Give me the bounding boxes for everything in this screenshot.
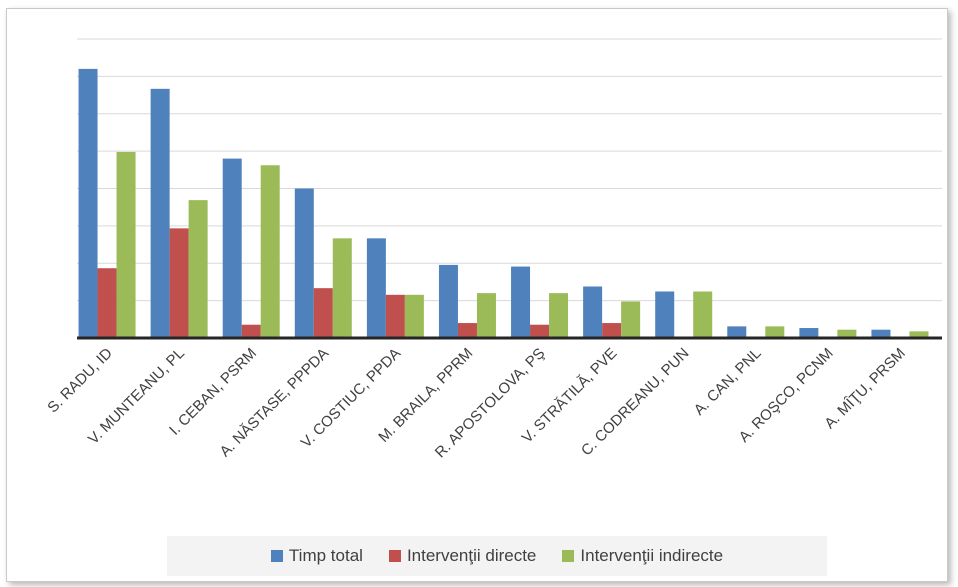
legend-label: Intervenţii indirecte bbox=[580, 546, 724, 565]
bar-timp-total-10 bbox=[799, 328, 819, 338]
bar-interven-ii-directe-6 bbox=[530, 324, 550, 338]
legend-item-interventii-directe: Intervenţii directe bbox=[388, 546, 537, 566]
bar-timp-total-1 bbox=[150, 88, 170, 338]
legend-label: Timp total bbox=[288, 546, 363, 565]
legend: Timp total Intervenţii directe Intervenţ… bbox=[167, 536, 827, 576]
legend-item-interventii-indirecte: Intervenţii indirecte bbox=[562, 546, 723, 566]
bar-timp-total-7 bbox=[583, 286, 603, 338]
bar-timp-total-8 bbox=[655, 291, 675, 338]
bar-timp-total-4 bbox=[366, 238, 386, 338]
bar-interven-ii-directe-2 bbox=[241, 324, 261, 338]
x-tick-labels: S. RADU, IDV. MUNTEANU, PLI. CEBAN, PSRM… bbox=[44, 345, 908, 462]
bar-timp-total-11 bbox=[871, 329, 891, 338]
gridlines bbox=[77, 38, 942, 302]
bar-interven-ii-indirecte-5 bbox=[476, 293, 496, 338]
bar-interven-ii-indirecte-6 bbox=[549, 293, 569, 338]
legend-swatch bbox=[270, 550, 283, 562]
x-tick-label: A. CAN, PNL bbox=[691, 345, 765, 419]
bar-timp-total-2 bbox=[222, 158, 242, 338]
bar-interven-ii-indirecte-1 bbox=[188, 200, 208, 338]
bar-interven-ii-indirecte-2 bbox=[260, 165, 280, 338]
bar-interven-ii-directe-5 bbox=[457, 323, 477, 338]
bar-interven-ii-directe-4 bbox=[385, 294, 405, 338]
x-tick-label: S. RADU, ID bbox=[44, 345, 116, 417]
bar-timp-total-3 bbox=[294, 188, 314, 338]
bar-timp-total-9 bbox=[727, 326, 747, 338]
bar-chart: S. RADU, IDV. MUNTEANU, PLI. CEBAN, PSRM… bbox=[44, 38, 942, 462]
bar-interven-ii-directe-7 bbox=[602, 323, 622, 338]
bar-interven-ii-indirecte-0 bbox=[116, 151, 136, 338]
legend-swatch bbox=[562, 550, 575, 562]
bar-timp-total-5 bbox=[438, 264, 458, 338]
bar-timp-total-6 bbox=[511, 266, 531, 338]
bar-interven-ii-indirecte-10 bbox=[837, 329, 857, 338]
legend-swatch bbox=[388, 550, 401, 562]
bars bbox=[78, 68, 929, 339]
bar-interven-ii-indirecte-3 bbox=[332, 238, 352, 338]
bar-interven-ii-indirecte-8 bbox=[693, 291, 713, 338]
legend-item-timp-total: Timp total bbox=[270, 546, 363, 566]
bar-interven-ii-indirecte-7 bbox=[621, 301, 641, 338]
bar-interven-ii-directe-0 bbox=[97, 268, 117, 338]
bar-interven-ii-directe-1 bbox=[169, 228, 189, 338]
bar-timp-total-0 bbox=[78, 68, 98, 339]
bar-interven-ii-indirecte-9 bbox=[765, 326, 785, 338]
chart-frame: S. RADU, ID V. MUNTEANU, PL I. CEBAN, PSRM… bbox=[6, 8, 948, 582]
bar-interven-ii-directe-3 bbox=[313, 288, 333, 338]
legend-label: Intervenţii directe bbox=[406, 546, 537, 565]
bar-interven-ii-indirecte-11 bbox=[909, 331, 929, 338]
bar-interven-ii-indirecte-4 bbox=[404, 294, 424, 338]
